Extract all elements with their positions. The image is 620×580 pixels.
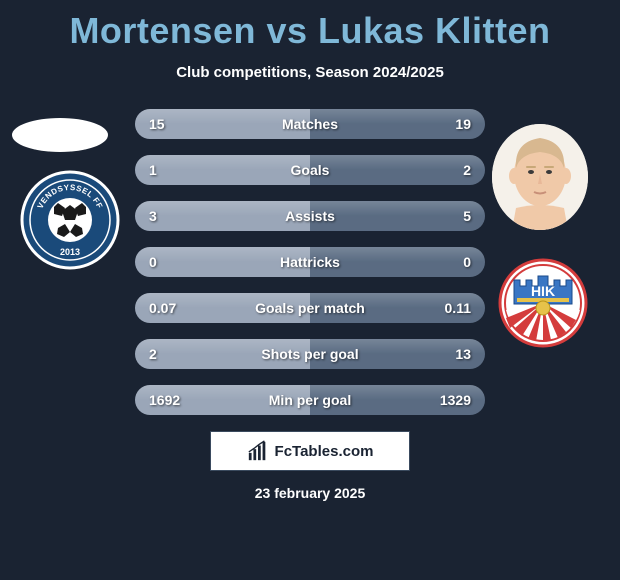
stat-label: Goals (291, 162, 330, 178)
stat-left-value: 1692 (149, 392, 180, 408)
left-player-avatar (12, 118, 108, 152)
stat-label: Min per goal (269, 392, 351, 408)
stat-label: Shots per goal (261, 346, 358, 362)
stat-right-value: 13 (455, 346, 471, 362)
stat-left-value: 0.07 (149, 300, 176, 316)
stat-left-value: 0 (149, 254, 157, 270)
left-badge-year: 2013 (60, 247, 80, 257)
stat-row: 15 Matches 19 (135, 109, 485, 139)
comparison-subtitle: Club competitions, Season 2024/2025 (0, 64, 620, 81)
stat-right-value: 2 (463, 162, 471, 178)
stat-left-value: 2 (149, 346, 157, 362)
stat-right-value: 1329 (440, 392, 471, 408)
stat-right-value: 5 (463, 208, 471, 224)
stat-row: 3 Assists 5 (135, 201, 485, 231)
comparison-title: Mortensen vs Lukas Klitten (0, 0, 620, 52)
right-player-avatar (492, 124, 588, 230)
stat-row: 0 Hattricks 0 (135, 247, 485, 277)
stat-right-value: 19 (455, 116, 471, 132)
stat-row: 0.07 Goals per match 0.11 (135, 293, 485, 323)
comparison-date: 23 february 2025 (0, 485, 620, 501)
stats-container: 15 Matches 19 1 Goals 2 3 Assists 5 0 Ha… (135, 109, 485, 415)
stat-row: 2 Shots per goal 13 (135, 339, 485, 369)
stat-label: Goals per match (255, 300, 365, 316)
stat-right-value: 0.11 (445, 300, 471, 316)
right-club-badge: HIK (498, 258, 588, 348)
stat-label: Matches (282, 116, 338, 132)
stat-row: 1692 Min per goal 1329 (135, 385, 485, 415)
bar-chart-icon (247, 440, 269, 462)
stat-label: Assists (285, 208, 335, 224)
right-badge-text: HIK (531, 283, 555, 299)
stat-row: 1 Goals 2 (135, 155, 485, 185)
stat-label: Hattricks (280, 254, 340, 270)
left-club-badge: VENDSYSSEL FF 2013 (20, 170, 120, 270)
stat-right-value: 0 (463, 254, 471, 270)
fctables-label: FcTables.com (275, 443, 374, 460)
stat-left-value: 1 (149, 162, 157, 178)
fctables-watermark[interactable]: FcTables.com (210, 431, 410, 471)
stat-left-value: 15 (149, 116, 165, 132)
stat-left-value: 3 (149, 208, 157, 224)
